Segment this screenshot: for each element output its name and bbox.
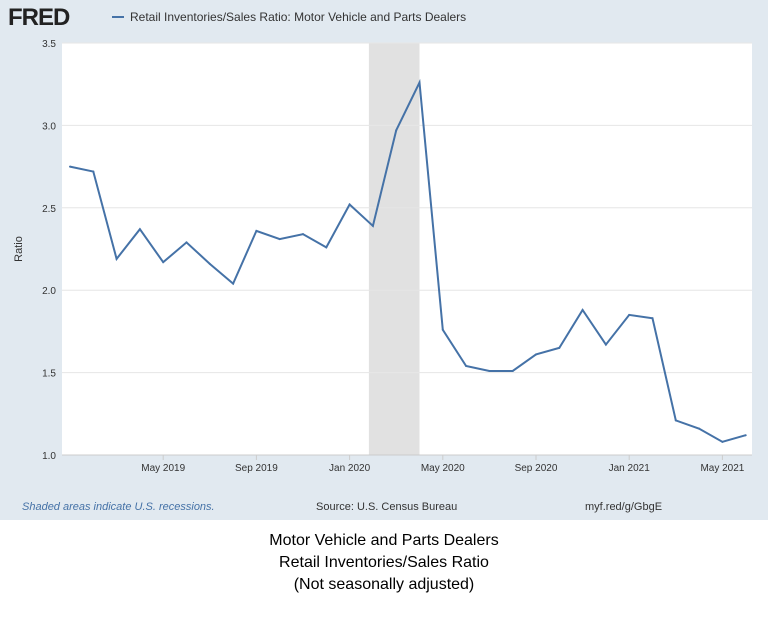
data-point [115,257,118,260]
data-point [581,308,584,311]
legend-label: Retail Inventories/Sales Ratio: Motor Ve… [130,10,467,24]
data-point [69,165,71,168]
data-point [371,224,374,227]
fred-graph: FRED Retail Inventories/Sales Ratio: Mot… [0,0,768,520]
y-tick-label: 3.0 [42,121,56,132]
chart: 1.0 1.5 2.0 2.5 3.0 3.5 May 2019 Sep 2019 Jan 20… [13,39,752,474]
x-tick-label: May 2019 [141,463,185,474]
y-tick-label: 1.0 [42,451,56,462]
data-point [348,203,351,206]
data-point [698,427,701,430]
recession-note: Shaded areas indicate U.S. recessions. [22,501,215,513]
caption-line: Motor Vehicle and Parts Dealers [269,532,499,549]
data-point [325,246,328,249]
data-point [418,81,421,84]
data-point [511,369,514,372]
y-tick-label: 2.0 [42,286,56,297]
data-point [395,129,398,132]
data-point [255,229,258,232]
data-point [208,262,211,265]
data-point [138,228,141,231]
y-tick-label: 1.5 [42,369,56,380]
data-point [185,241,188,244]
data-point [674,419,677,422]
x-tick-label: Sep 2019 [235,463,278,474]
caption: Motor Vehicle and Parts Dealers Retail I… [0,530,768,596]
data-point [162,261,165,264]
x-tick-label: Jan 2020 [329,463,371,474]
recession-shade [368,43,420,455]
legend-swatch [112,16,124,18]
data-point [651,317,654,320]
short-link[interactable]: myf.red/g/GbgE [585,501,663,513]
data-point [604,343,607,346]
y-tick-label: 3.5 [42,39,56,50]
data-point [628,313,631,316]
data-point [278,238,281,241]
legend[interactable]: Retail Inventories/Sales Ratio: Motor Ve… [112,10,466,24]
data-point [92,170,95,173]
data-point [441,328,444,331]
data-point [488,369,491,372]
series-line [69,78,746,443]
caption-line: (Not seasonally adjusted) [293,576,475,593]
x-tick-label: May 2020 [421,463,465,474]
caption-line: Retail Inventories/Sales Ratio [279,554,489,571]
data-point [721,440,724,443]
data-point [232,282,235,285]
data-point [744,434,747,437]
y-axis-label: Ratio [13,236,25,262]
x-tick-label: May 2021 [700,463,744,474]
x-tick-label: Sep 2020 [515,463,558,474]
source: Source: U.S. Census Bureau [316,501,458,513]
data-point [465,365,468,368]
data-point [535,353,537,356]
fred-logo: FRED [8,4,70,31]
data-point [302,233,304,236]
x-tick-label: Jan 2021 [609,463,651,474]
data-point [558,346,561,349]
y-tick-label: 2.5 [42,204,56,215]
